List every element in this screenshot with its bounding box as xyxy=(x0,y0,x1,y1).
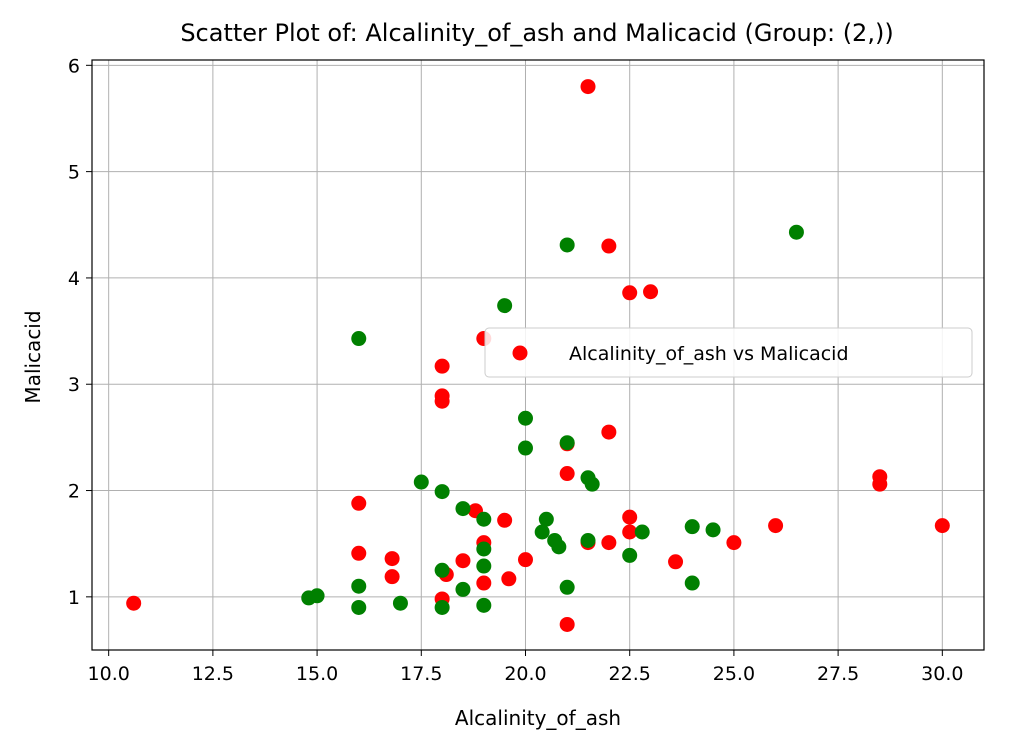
scatter-point-series-1 xyxy=(476,558,492,574)
scatter-point-series-1 xyxy=(551,539,567,555)
scatter-point-series-1 xyxy=(788,224,804,240)
scatter-point-series-0 xyxy=(726,535,742,551)
scatter-point-series-0 xyxy=(384,569,400,585)
scatter-point-series-1 xyxy=(434,484,450,500)
scatter-point-series-1 xyxy=(497,298,513,314)
scatter-point-series-1 xyxy=(351,578,367,594)
scatter-point-series-1 xyxy=(622,547,638,563)
scatter-point-series-0 xyxy=(601,424,617,440)
scatter-point-series-1 xyxy=(559,237,575,253)
legend-marker xyxy=(512,345,528,361)
scatter-point-series-1 xyxy=(584,476,600,492)
scatter-point-series-0 xyxy=(622,285,638,301)
scatter-point-series-1 xyxy=(517,440,533,456)
scatter-point-series-1 xyxy=(684,575,700,591)
scatter-point-series-0 xyxy=(601,238,617,254)
y-axis-ticks: 1 2 3 4 5 6 xyxy=(68,55,92,609)
scatter-point-series-0 xyxy=(497,512,513,528)
scatter-point-series-1 xyxy=(705,522,721,538)
scatter-point-series-0 xyxy=(351,545,367,561)
scatter-point-series-0 xyxy=(126,595,142,611)
x-tick-label: 15.0 xyxy=(296,663,338,685)
scatter-point-series-0 xyxy=(580,79,596,95)
scatter-point-series-1 xyxy=(455,501,471,517)
scatter-point-series-1 xyxy=(309,588,325,604)
scatter-point-series-1 xyxy=(351,331,367,347)
scatter-point-series-0 xyxy=(601,535,617,551)
y-tick-label: 5 xyxy=(68,162,80,184)
scatter-point-series-0 xyxy=(768,518,784,534)
scatter-point-series-0 xyxy=(872,476,888,492)
scatter-point-series-0 xyxy=(622,509,638,525)
x-axis-ticks: 10.0 12.5 15.0 17.5 20.0 22.5 25.0 27.5 30.0 xyxy=(88,650,963,685)
scatter-point-series-1 xyxy=(476,597,492,613)
x-tick-label: 30.0 xyxy=(921,663,963,685)
legend-label: Alcalinity_of_ash vs Malicacid xyxy=(569,343,849,365)
scatter-point-series-1 xyxy=(455,581,471,597)
scatter-point-series-0 xyxy=(934,518,950,534)
scatter-point-series-0 xyxy=(351,495,367,511)
scatter-point-series-1 xyxy=(517,410,533,426)
legend: Alcalinity_of_ash vs Malicacid xyxy=(484,327,973,378)
scatter-point-series-1 xyxy=(413,474,429,490)
x-tick-label: 27.5 xyxy=(817,663,859,685)
scatter-point-series-0 xyxy=(622,524,638,540)
legend-box xyxy=(484,327,973,378)
chart-title: Scatter Plot of: Alcalinity_of_ash and M… xyxy=(180,19,893,47)
data-points xyxy=(126,79,950,632)
scatter-point-series-0 xyxy=(384,551,400,567)
y-tick-label: 2 xyxy=(68,481,80,503)
scatter-point-series-0 xyxy=(476,575,492,591)
x-tick-label: 12.5 xyxy=(192,663,234,685)
scatter-point-series-1 xyxy=(534,524,550,540)
scatter-point-series-0 xyxy=(434,358,450,374)
scatter-point-series-1 xyxy=(392,595,408,611)
scatter-point-series-0 xyxy=(517,552,533,568)
scatter-point-series-0 xyxy=(434,393,450,409)
scatter-point-series-0 xyxy=(501,571,517,587)
scatter-point-series-1 xyxy=(559,435,575,451)
scatter-point-series-0 xyxy=(668,554,684,570)
scatter-point-series-1 xyxy=(538,511,554,527)
scatter-point-series-1 xyxy=(476,511,492,527)
scatter-point-series-0 xyxy=(455,553,471,569)
y-tick-label: 6 xyxy=(68,55,80,77)
scatter-point-series-1 xyxy=(434,562,450,578)
x-tick-label: 20.0 xyxy=(504,663,546,685)
x-tick-label: 10.0 xyxy=(88,663,130,685)
scatter-point-series-1 xyxy=(634,524,650,540)
x-tick-label: 25.0 xyxy=(713,663,755,685)
x-tick-label: 22.5 xyxy=(609,663,651,685)
scatter-point-series-1 xyxy=(351,599,367,615)
x-tick-label: 17.5 xyxy=(400,663,442,685)
y-tick-label: 1 xyxy=(68,587,80,609)
y-tick-label: 4 xyxy=(68,268,80,290)
scatter-point-series-1 xyxy=(559,579,575,595)
scatter-point-series-0 xyxy=(559,616,575,632)
scatter-point-series-1 xyxy=(580,533,596,549)
scatter-point-series-1 xyxy=(684,519,700,535)
y-tick-label: 3 xyxy=(68,374,80,396)
scatter-point-series-1 xyxy=(434,599,450,615)
plot-frame xyxy=(91,59,985,651)
y-axis-label: Malicacid xyxy=(21,310,45,403)
scatter-point-series-0 xyxy=(643,284,659,300)
x-axis-label: Alcalinity_of_ash xyxy=(455,706,621,730)
scatter-point-series-1 xyxy=(476,541,492,557)
scatter-point-series-0 xyxy=(559,466,575,482)
